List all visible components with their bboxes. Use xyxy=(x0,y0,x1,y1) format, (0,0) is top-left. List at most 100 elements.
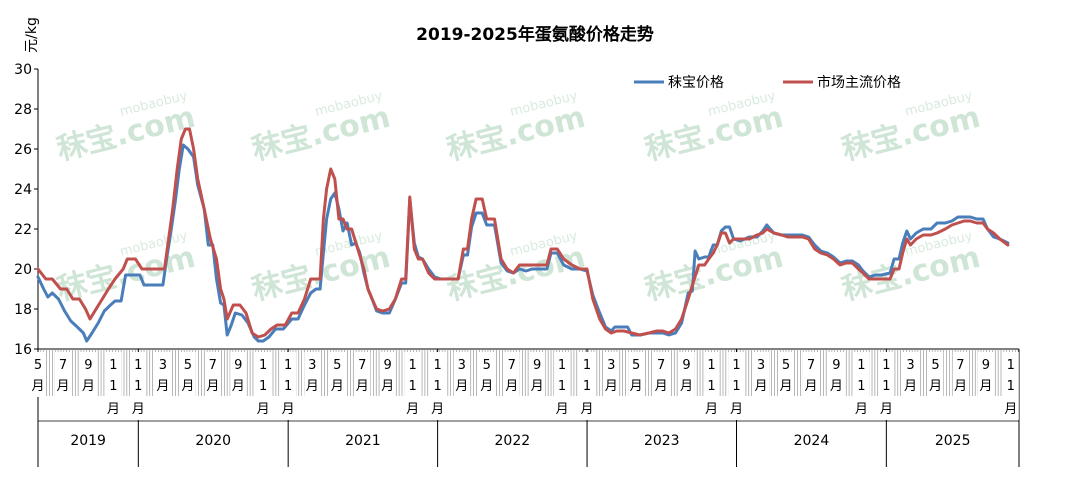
chart-title: 2019-2025年蛋氨酸价格走势 xyxy=(416,24,654,45)
year-label: 2022 xyxy=(495,433,531,449)
month-suffix-label: 1 xyxy=(1007,379,1015,394)
month-label-bg xyxy=(977,352,994,397)
month-tick: 7月 xyxy=(803,352,820,397)
month-number-label: 5 xyxy=(333,358,341,373)
month-number-label: 5 xyxy=(184,358,192,373)
month-suffix-label: 月 xyxy=(82,379,95,394)
series-line-1 xyxy=(36,127,1010,339)
month-tick: 9月 xyxy=(678,352,695,397)
month-suffix-label: 月 xyxy=(356,379,369,394)
month-number-label: 7 xyxy=(358,358,366,373)
month-number-label: 1 xyxy=(857,358,865,373)
y-tick-label: 20 xyxy=(14,262,32,278)
month-number-label: 1 xyxy=(558,358,566,373)
y-tick-label: 16 xyxy=(14,342,32,358)
month-tick: 1 1 月 xyxy=(703,352,720,420)
month-tick: 1 1 月 xyxy=(579,352,596,420)
month-label-bg xyxy=(579,352,596,420)
month-number-label: 5 xyxy=(34,358,42,373)
month-label-bg xyxy=(54,352,71,397)
month-label-bg xyxy=(503,352,520,397)
y-axis: 16 18 20 22 24 26 28 30 xyxy=(14,62,39,358)
month-label-bg xyxy=(154,352,171,397)
month-suffix-label: 月 xyxy=(56,379,69,394)
month-number-label: 9 xyxy=(982,358,990,373)
month-suffix-label: 月 xyxy=(505,379,518,394)
month-suffix-label: 月 xyxy=(480,379,493,394)
month-label-bg xyxy=(379,352,396,397)
month-label-bg xyxy=(778,352,795,397)
month-suffix-label: 月 xyxy=(655,379,668,394)
year-label: 2025 xyxy=(935,433,971,449)
month-number-label: 9 xyxy=(533,358,541,373)
month-tick: 1 1 月 xyxy=(429,352,446,420)
month-suffix-label: 月 xyxy=(132,402,145,417)
month-number-label: 9 xyxy=(234,358,242,373)
month-suffix-label: 1 xyxy=(408,379,416,394)
month-tick: 1 1 月 xyxy=(130,352,147,420)
year-label: 2019 xyxy=(70,433,106,449)
year-label: 2023 xyxy=(644,433,680,449)
month-number-label: 3 xyxy=(906,358,914,373)
month-number-label: 1 xyxy=(1007,358,1015,373)
month-tick: 7月 xyxy=(354,352,371,397)
y-tick-label: 28 xyxy=(14,102,32,118)
month-label-bg xyxy=(179,352,196,397)
month-label-bg xyxy=(204,352,221,397)
month-number-label: 1 xyxy=(259,358,267,373)
month-suffix-label: 月 xyxy=(1004,402,1017,417)
month-suffix-label: 月 xyxy=(805,379,818,394)
month-suffix-label: 月 xyxy=(306,379,319,394)
month-tick: 3月 xyxy=(902,352,919,397)
month-number-label: 9 xyxy=(84,358,92,373)
month-tick: 5月 xyxy=(628,352,645,397)
month-tick: 5月 xyxy=(329,352,346,397)
month-label-bg xyxy=(304,352,321,397)
month-suffix-label: 月 xyxy=(156,379,169,394)
month-number-label: 3 xyxy=(458,358,466,373)
month-suffix-label: 月 xyxy=(556,402,569,417)
month-tick: 3月 xyxy=(154,352,171,397)
month-suffix-label: 月 xyxy=(282,402,295,417)
month-suffix-label: 月 xyxy=(830,379,843,394)
month-label-bg xyxy=(453,352,470,397)
month-number-label: 5 xyxy=(483,358,491,373)
month-tick: 9月 xyxy=(529,352,546,397)
month-suffix-label: 1 xyxy=(558,379,566,394)
y-tick-label: 24 xyxy=(14,182,32,198)
month-number-label: 1 xyxy=(882,358,890,373)
month-tick: 1 1 月 xyxy=(255,352,272,420)
month-number-label: 1 xyxy=(109,358,117,373)
month-tick: 5月 xyxy=(30,352,46,397)
month-suffix-label: 月 xyxy=(929,379,942,394)
month-label-bg xyxy=(803,352,820,397)
month-number-label: 3 xyxy=(607,358,615,373)
month-label-bg xyxy=(404,352,421,420)
month-label-bg xyxy=(554,352,571,420)
month-label-bg xyxy=(105,352,122,420)
month-suffix-label: 月 xyxy=(232,379,245,394)
month-suffix-label: 1 xyxy=(109,379,117,394)
month-tick: 7月 xyxy=(54,352,71,397)
month-label-bg xyxy=(728,352,745,420)
series-layer xyxy=(36,127,1010,343)
month-number-label: 1 xyxy=(707,358,715,373)
month-number-label: 7 xyxy=(657,358,665,373)
month-suffix-label: 月 xyxy=(531,379,544,394)
month-tick: 1 1 月 xyxy=(853,352,870,420)
month-label-bg xyxy=(130,352,147,420)
month-tick: 1 1 月 xyxy=(728,352,745,420)
month-number-label: 1 xyxy=(284,358,292,373)
month-label-bg xyxy=(30,352,46,397)
month-suffix-label: 月 xyxy=(680,379,693,394)
year-label: 2020 xyxy=(195,433,231,449)
month-tick: 1 1 月 xyxy=(105,352,122,420)
month-suffix-label: 月 xyxy=(705,402,718,417)
month-tick: 5月 xyxy=(179,352,196,397)
month-label-bg xyxy=(902,352,919,397)
month-tick: 5月 xyxy=(478,352,495,397)
